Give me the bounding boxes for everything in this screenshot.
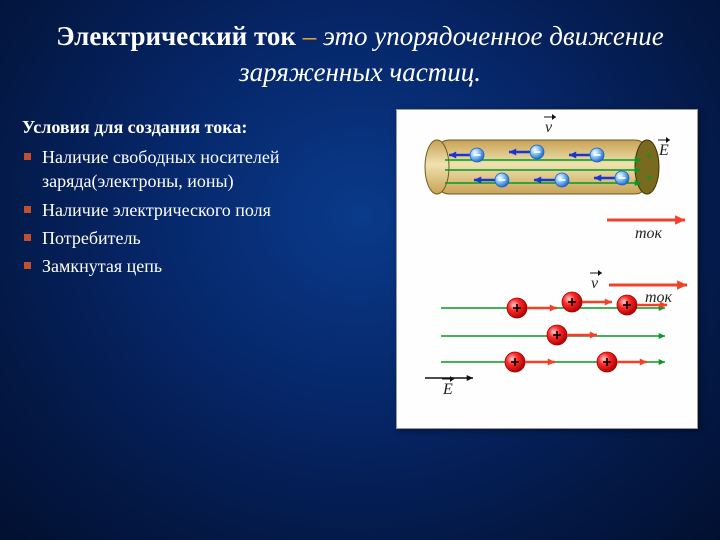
svg-text:+: + — [645, 148, 652, 163]
physics-diagram: + + ток v E Ev ток — [396, 109, 698, 429]
diagram-panel: + + ток v E Ev ток — [396, 109, 698, 434]
conditions-heading: Условия для создания тока: — [22, 115, 386, 139]
content-row: Условия для создания тока: Наличие свобо… — [0, 95, 720, 434]
svg-text:E: E — [442, 381, 453, 398]
conditions-block: Условия для создания тока: Наличие свобо… — [22, 109, 386, 434]
svg-text:ток: ток — [645, 289, 673, 306]
list-item: Наличие электрического поля — [22, 198, 386, 222]
title-strong: Электрический ток — [56, 21, 296, 51]
svg-text:v: v — [591, 275, 599, 292]
svg-text:v: v — [545, 119, 553, 136]
slide-title: Электрический ток – это упорядоченное дв… — [0, 0, 720, 95]
list-item: Наличие свободных носителей заряда(элект… — [22, 145, 386, 194]
conditions-list: Наличие свободных носителей заряда(элект… — [22, 145, 386, 278]
svg-text:ток: ток — [635, 225, 663, 242]
title-dash: – — [303, 21, 317, 51]
svg-text:+: + — [645, 170, 652, 185]
list-item: Замкнутая цепь — [22, 254, 386, 278]
svg-text:E: E — [658, 142, 669, 159]
list-item: Потребитель — [22, 226, 386, 250]
